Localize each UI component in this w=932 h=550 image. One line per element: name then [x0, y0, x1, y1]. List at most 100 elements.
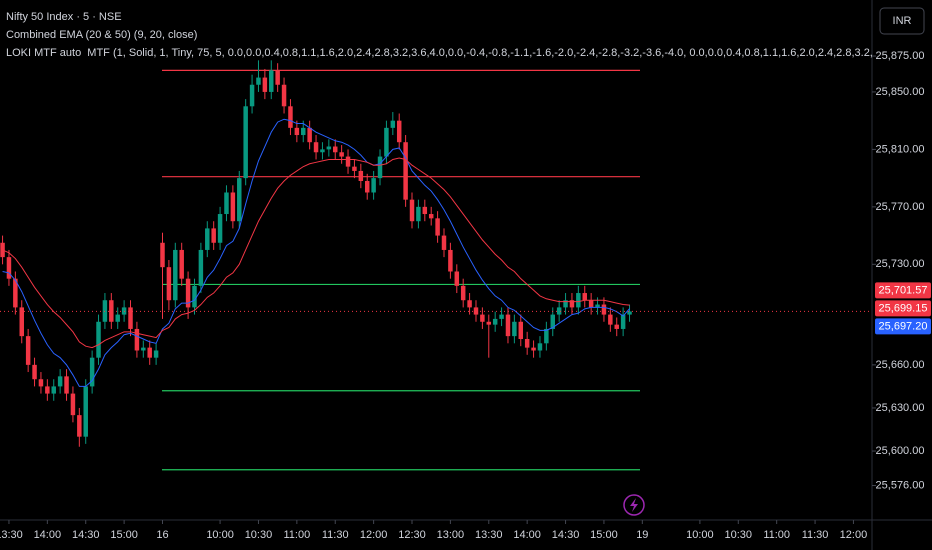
candle-body	[595, 304, 600, 308]
x-tick-label: 12:00	[840, 529, 868, 541]
candle-body	[371, 178, 376, 193]
candle-body	[505, 314, 511, 337]
x-tick-label: 12:00	[360, 529, 388, 541]
candle-body	[428, 214, 434, 219]
candle-body	[45, 386, 50, 394]
candle-body	[544, 328, 549, 344]
y-tick-label: 25,630.00	[876, 402, 925, 414]
candle-body	[6, 257, 12, 279]
candle-body	[556, 307, 562, 315]
price-tag	[875, 318, 931, 335]
candle-body	[70, 393, 76, 416]
candle-body	[307, 127, 312, 143]
candle-body	[390, 120, 396, 128]
candle-body	[518, 321, 524, 340]
candle-body	[269, 70, 274, 92]
candle-body	[19, 307, 24, 337]
price-tag-label: 25,697.20	[879, 320, 928, 332]
candle-body	[224, 192, 229, 215]
candle-body	[294, 127, 300, 136]
ema-line	[2, 157, 630, 349]
y-tick-label: 25,600.00	[876, 445, 925, 457]
candle-body	[377, 156, 383, 179]
chart-title: Nifty 50 Index · 5 · NSE	[6, 11, 122, 23]
candle-body	[582, 293, 587, 301]
candle-body	[134, 328, 140, 351]
x-tick-label: 16	[156, 529, 168, 541]
y-tick-label: 25,660.00	[876, 359, 925, 371]
candle-body	[32, 364, 37, 380]
y-tick-label: 25,576.00	[876, 479, 925, 491]
candle-body	[262, 77, 268, 92]
candle-body	[51, 386, 56, 394]
candle-body	[192, 285, 197, 308]
candle-body	[358, 170, 364, 181]
candle-body	[109, 300, 114, 322]
y-tick-label: 25,770.00	[876, 201, 925, 213]
candle-body	[563, 300, 568, 308]
candle-body	[115, 314, 120, 322]
candle-body	[608, 314, 613, 325]
candle-body	[96, 321, 101, 358]
candle-body	[345, 156, 351, 167]
candle-body	[480, 314, 485, 322]
currency-button[interactable]	[879, 7, 925, 35]
candle-body	[198, 249, 204, 286]
candle-body	[326, 146, 332, 150]
candle-body	[492, 318, 498, 325]
candle-body	[499, 314, 504, 319]
candle-body	[128, 307, 133, 329]
candle-body	[332, 146, 338, 153]
candle-body	[243, 106, 248, 179]
ema-line	[2, 118, 630, 387]
candle-body	[281, 84, 287, 107]
y-tick-label: 25,875.00	[876, 50, 925, 62]
x-tick-label: 15:00	[590, 529, 618, 541]
candle-body	[57, 376, 63, 387]
candle-body	[83, 386, 88, 437]
x-tick-label: 13:00	[437, 529, 465, 541]
candle-body	[531, 347, 536, 351]
y-tick-label: 25,850.00	[876, 86, 925, 98]
candle-body	[409, 199, 415, 222]
candle-body	[416, 206, 421, 222]
x-tick-label: 11:00	[763, 529, 790, 541]
candle-body	[524, 339, 530, 348]
candle-body	[339, 152, 344, 157]
candle-body	[160, 242, 165, 268]
x-tick-label: 14:00	[513, 529, 541, 541]
price-tag	[875, 300, 931, 317]
candle-body	[588, 300, 594, 308]
x-tick-label: 15:00	[110, 529, 138, 541]
candle-body	[288, 106, 293, 128]
candle-body	[550, 314, 555, 329]
candle-body	[396, 120, 402, 143]
candle-body	[64, 376, 69, 394]
candle-body	[77, 415, 82, 437]
candle-body	[249, 84, 255, 107]
x-tick-label: 19	[636, 529, 648, 541]
candle-body	[473, 307, 479, 315]
x-tick-label: 10:00	[686, 529, 714, 541]
candle-body	[441, 235, 447, 250]
x-tick-label: 10:30	[725, 529, 753, 541]
x-tick-label: 10:30	[245, 529, 273, 541]
candle-body	[601, 304, 607, 315]
candle-body	[627, 311, 632, 315]
indicator-label: LOKI MTF auto MTF (1, Solid, 1, Tiny, 75…	[6, 47, 872, 59]
x-tick-label: 14:30	[72, 529, 100, 541]
candle-body	[364, 180, 370, 193]
candle-body	[230, 192, 236, 222]
candle-body	[275, 70, 280, 85]
candle-body	[217, 214, 223, 243]
x-tick-label: 12:30	[398, 529, 426, 541]
candle-body	[320, 149, 325, 153]
candle-body	[403, 142, 408, 200]
candle-body	[185, 278, 191, 308]
lightning-icon[interactable]	[623, 494, 645, 516]
candle-body	[173, 249, 178, 301]
candle-body	[614, 324, 619, 329]
candle-body	[537, 343, 543, 351]
